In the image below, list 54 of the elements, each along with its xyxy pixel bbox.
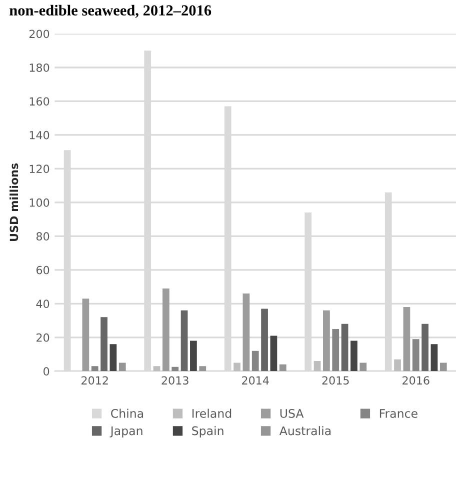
bar [153, 366, 160, 372]
x-tick-label: 2015 [322, 376, 349, 385]
bar [430, 344, 438, 372]
bar [100, 317, 108, 372]
y-tick-label: 60 [36, 266, 50, 274]
x-tick-label: 2016 [402, 376, 430, 385]
bar [172, 366, 179, 372]
bar [314, 361, 321, 372]
bar [332, 328, 340, 372]
legend-label: Australia [279, 426, 331, 436]
bar [440, 362, 447, 372]
bar [341, 324, 348, 372]
bar [394, 359, 401, 372]
y-tick-label: 100 [30, 198, 50, 207]
bar [91, 366, 98, 372]
y-tick-label: 0 [44, 367, 50, 376]
bar [323, 310, 330, 372]
bar [180, 310, 188, 372]
bar [190, 340, 197, 372]
bar [242, 294, 250, 372]
bar [162, 288, 170, 372]
y-tick-label: 120 [30, 164, 50, 174]
bar [350, 340, 358, 372]
bar [360, 362, 367, 372]
x-tick-label: 2014 [242, 376, 269, 385]
bar [118, 362, 126, 372]
y-tick-label: 140 [30, 130, 50, 140]
legend-label: China [111, 408, 144, 418]
legend-label: USA [280, 408, 304, 418]
legend-label: France [380, 409, 418, 418]
y-tick-label: 200 [29, 30, 50, 38]
y-tick-label: 40 [36, 300, 50, 308]
bar [252, 350, 259, 372]
bar [422, 324, 428, 372]
legend-label: Ireland [192, 408, 232, 418]
bar [261, 308, 268, 372]
y-tick-label: 80 [36, 232, 50, 241]
chart-title: non-edible seaweed, 2012–2016 [10, 4, 212, 18]
bar [199, 366, 206, 372]
y-tick-label: 20 [36, 333, 50, 342]
bar [110, 344, 117, 372]
y-tick-label: 160 [30, 97, 50, 106]
bar [412, 339, 420, 372]
bar [279, 364, 286, 372]
y-tick-label: 180 [30, 63, 50, 72]
legend-label: Japan [110, 426, 142, 438]
bar [234, 362, 240, 372]
legend-label: Spain [192, 426, 224, 438]
y-axis-title: USD millions [10, 163, 18, 241]
bar [270, 336, 278, 372]
bar [403, 307, 410, 372]
x-tick-label: 2013 [162, 376, 188, 385]
bar [82, 298, 90, 372]
x-tick-label: 2012 [82, 376, 108, 385]
